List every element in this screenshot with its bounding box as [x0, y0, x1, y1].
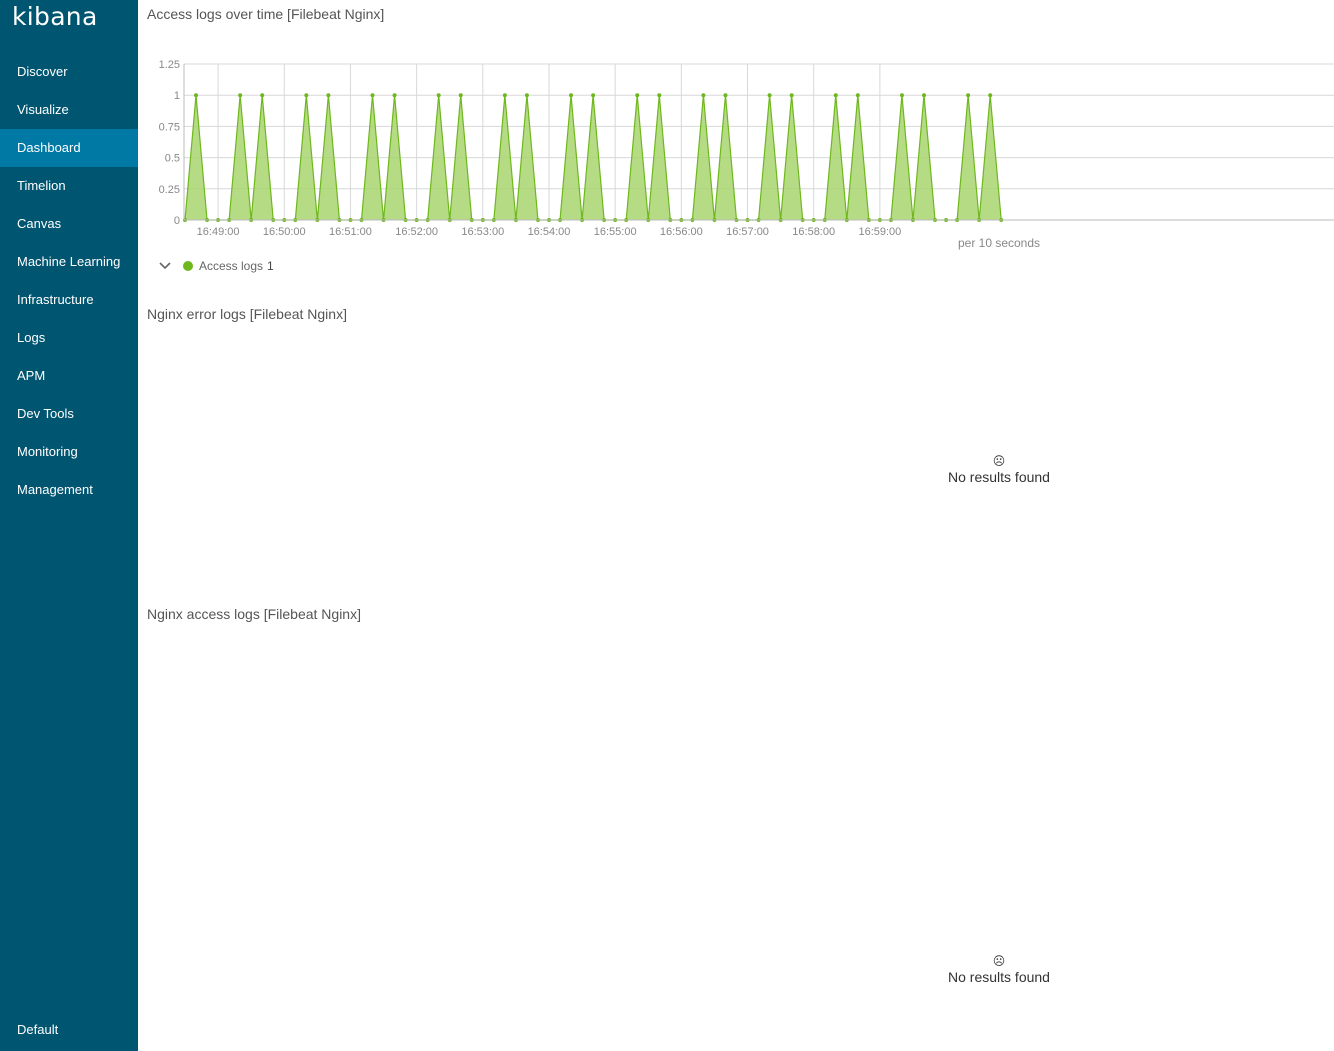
data-point: [436, 93, 441, 98]
nav-management[interactable]: Management: [17, 482, 93, 497]
nav-discover[interactable]: Discover: [17, 64, 68, 79]
legend-series-count: 1: [267, 259, 274, 273]
x-tick-label: 16:50:00: [263, 226, 306, 238]
x-tick-label: 16:58:00: [792, 226, 835, 238]
sad-face-icon: ☹: [992, 954, 1006, 968]
x-tick-label: 16:57:00: [726, 226, 769, 238]
data-point: [767, 93, 772, 98]
nav-dev-tools[interactable]: Dev Tools: [17, 406, 74, 421]
data-point: [502, 93, 507, 98]
nav-logs[interactable]: Logs: [17, 330, 46, 345]
panel-title-access-over-time: Access logs over time [Filebeat Nginx]: [147, 6, 385, 22]
nav-dashboard[interactable]: Dashboard: [0, 129, 138, 167]
error-logs-empty-state: ☹ No results found: [899, 455, 1099, 485]
nav-timelion[interactable]: Timelion: [17, 178, 66, 193]
data-point: [304, 93, 309, 98]
nav-apm[interactable]: APM: [17, 368, 46, 383]
data-point: [238, 93, 243, 98]
nav-list: Discover Visualize Dashboard Timelion Ca…: [0, 53, 138, 509]
no-results-text: No results found: [948, 469, 1050, 485]
data-point: [326, 93, 331, 98]
y-tick-label: 0.5: [165, 153, 180, 165]
y-tick-label: 0.25: [159, 184, 180, 196]
data-point: [657, 93, 662, 98]
chart-axes: 0 0.25 0.5 0.75 1 1.25 16:49:00 16:50:00 16:51:0…: [159, 59, 1334, 250]
data-point: [458, 93, 463, 98]
x-axis-label: per 10 seconds: [958, 236, 1040, 250]
y-tick-label: 0: [174, 215, 180, 227]
data-point: [899, 93, 904, 98]
data-point: [524, 93, 529, 98]
data-point: [260, 93, 265, 98]
data-point: [833, 93, 838, 98]
data-point: [569, 93, 574, 98]
panel-title-error-logs: Nginx error logs [Filebeat Nginx]: [147, 306, 347, 322]
chart-legend: Access logs 1: [157, 257, 274, 275]
nav-visualize[interactable]: Visualize: [17, 102, 69, 117]
space-selector[interactable]: Default: [17, 1022, 59, 1037]
data-point: [392, 93, 397, 98]
data-point: [789, 93, 794, 98]
access-logs-chart: 0 0.25 0.5 0.75 1 1.25 16:49:00 16:50:00 16:51:0…: [147, 48, 1334, 253]
legend-series-label[interactable]: Access logs: [199, 259, 264, 273]
panel-title-access-logs: Nginx access logs [Filebeat Nginx]: [147, 606, 361, 622]
x-tick-label: 16:56:00: [660, 226, 703, 238]
data-point: [194, 93, 199, 98]
sidebar: kibana Discover Visualize Dashboard Time…: [0, 0, 138, 1051]
nav-machine-learning[interactable]: Machine Learning: [17, 254, 121, 269]
nav-infrastructure[interactable]: Infrastructure: [17, 292, 94, 307]
x-tick-label: 16:51:00: [329, 226, 372, 238]
nav-monitoring[interactable]: Monitoring: [17, 444, 78, 459]
y-tick-label: 1.25: [159, 59, 180, 71]
chart-svg: 0 0.25 0.5 0.75 1 1.25 16:49:00 16:50:00 16:51:0…: [159, 59, 1334, 250]
data-point: [723, 93, 728, 98]
data-point: [370, 93, 375, 98]
x-tick-label: 16:59:00: [858, 226, 901, 238]
x-tick-label: 16:52:00: [395, 226, 438, 238]
chart-grid: [184, 63, 1334, 221]
kibana-logo[interactable]: kibana: [12, 2, 98, 31]
x-tick-label: 16:55:00: [594, 226, 637, 238]
series-area-fill: [185, 95, 1002, 220]
x-tick-label: 16:54:00: [528, 226, 571, 238]
x-tick-label: 16:53:00: [461, 226, 504, 238]
data-point: [988, 93, 993, 98]
no-results-text: No results found: [948, 969, 1050, 985]
data-point: [922, 93, 927, 98]
sad-face-icon: ☹: [992, 454, 1006, 468]
x-tick-label: 16:49:00: [197, 226, 240, 238]
data-point: [966, 93, 971, 98]
nav-canvas[interactable]: Canvas: [17, 216, 62, 231]
data-point: [591, 93, 596, 98]
data-point: [855, 93, 860, 98]
access-logs-empty-state: ☹ No results found: [899, 955, 1099, 985]
data-point: [635, 93, 640, 98]
data-point: [701, 93, 706, 98]
chevron-down-icon[interactable]: [157, 258, 173, 274]
y-tick-label: 1: [174, 90, 180, 102]
y-tick-label: 0.75: [159, 121, 180, 133]
legend-series-dot[interactable]: [183, 261, 193, 271]
